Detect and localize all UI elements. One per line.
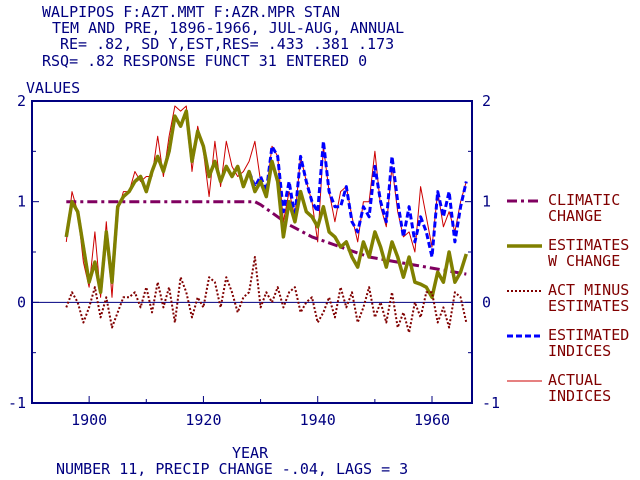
footer-note: NUMBER 11, PRECIP CHANGE -.04, LAGS = 3 bbox=[56, 460, 408, 478]
x-tick-label: 1940 bbox=[300, 411, 336, 429]
header-line-3: RE= .82, SD Y,EST,RES= .433 .381 .173 bbox=[60, 35, 394, 53]
legend-label-climatic-change: CHANGE bbox=[548, 207, 602, 225]
series-line-estimated-indices bbox=[64, 109, 468, 294]
y-tick-label-right: -1 bbox=[482, 394, 500, 412]
y-tick-label-right: 2 bbox=[482, 92, 491, 110]
y-tick-label-left: -1 bbox=[8, 394, 26, 412]
header-line-1: WALPIPOS F:AZT.MMT F:AZR.MPR STAN bbox=[42, 3, 340, 21]
series-layer bbox=[64, 105, 468, 334]
y-tick-label-left: 1 bbox=[17, 193, 26, 211]
legend-label-estimates-w-change: W CHANGE bbox=[548, 252, 620, 270]
series-line-act-minus-estimates bbox=[65, 256, 468, 334]
legend-label-actual-indices: INDICES bbox=[548, 387, 611, 405]
header-line-4: RSQ= .82 RESPONSE FUNCT 31 ENTERED 0 bbox=[42, 52, 367, 70]
y-tick-label-right: 1 bbox=[482, 193, 491, 211]
legend-label-actual-indices: ACTUAL bbox=[548, 371, 602, 389]
legend-label-act-minus-estimates: ESTIMATES bbox=[548, 297, 629, 315]
x-tick-label: 1900 bbox=[71, 411, 107, 429]
x-tick-label: 1960 bbox=[414, 411, 450, 429]
legend-label-estimated-indices: ESTIMATED bbox=[548, 326, 629, 344]
legend-label-estimates-w-change: ESTIMATES bbox=[548, 236, 629, 254]
legend-label-estimated-indices: INDICES bbox=[548, 342, 611, 360]
x-tick-label: 1920 bbox=[185, 411, 221, 429]
y-tick-label-left: 0 bbox=[17, 293, 26, 311]
y-tick-label-right: 0 bbox=[482, 293, 491, 311]
header-line-2: TEM AND PRE, 1896-1966, JUL-AUG, ANNUAL bbox=[52, 19, 404, 37]
plot-frame bbox=[31, 100, 473, 404]
series-line-estimates-w-change bbox=[64, 109, 468, 300]
series-line-climatic-change bbox=[66, 200, 467, 276]
y-tick-label-left: 2 bbox=[17, 92, 26, 110]
x-axis-label: YEAR bbox=[232, 444, 269, 462]
legend-label-climatic-change: CLIMATIC bbox=[548, 191, 620, 209]
y-axis-label: VALUES bbox=[26, 79, 80, 97]
axis-ticks: -1 -1 0 0 1 1 2 2 1900 1920 1940 1960 bbox=[8, 92, 500, 429]
legend-label-act-minus-estimates: ACT MINUS bbox=[548, 281, 629, 299]
